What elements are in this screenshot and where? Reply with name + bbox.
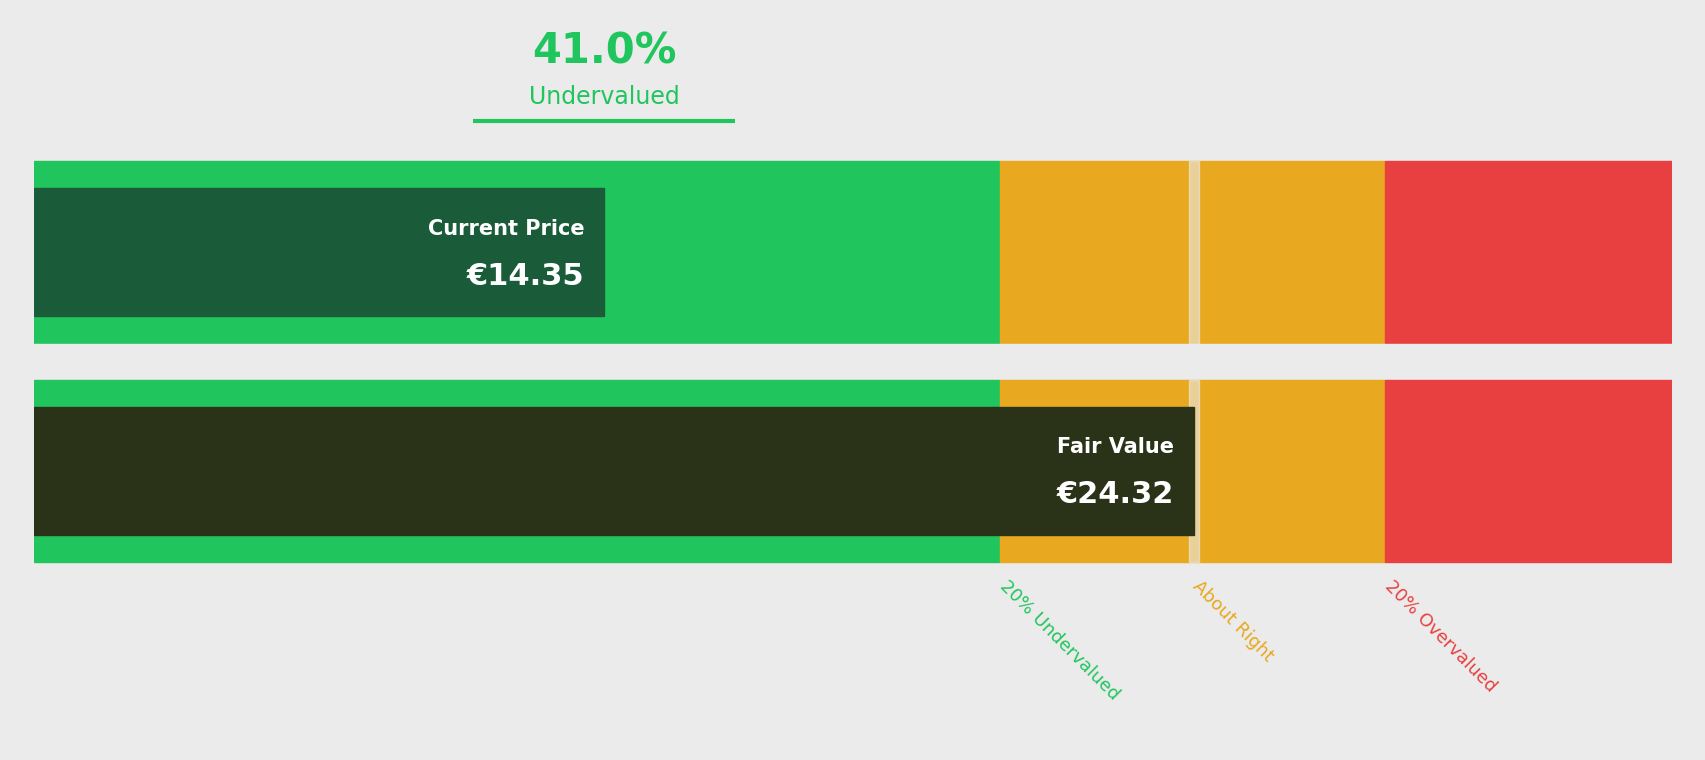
Text: 20% Undervalued: 20% Undervalued	[996, 577, 1122, 704]
Bar	[1384, 380, 1671, 562]
Text: Fair Value: Fair Value	[1057, 438, 1173, 458]
Text: About Right: About Right	[1188, 577, 1277, 665]
Text: Undervalued: Undervalued	[529, 85, 679, 109]
Bar	[34, 380, 999, 562]
Bar	[34, 161, 999, 344]
Bar	[1384, 161, 1671, 344]
Bar	[999, 380, 1384, 562]
Bar	[34, 407, 1193, 535]
Bar	[1188, 380, 1199, 562]
Text: 41.0%: 41.0%	[532, 30, 677, 73]
Text: Current Price: Current Price	[428, 219, 585, 239]
Bar	[999, 161, 1384, 344]
Text: €14.35: €14.35	[467, 261, 585, 290]
Bar	[1188, 161, 1199, 344]
Text: €24.32: €24.32	[1055, 480, 1173, 509]
Bar	[34, 344, 1671, 362]
Bar	[34, 188, 604, 316]
Text: 20% Overvalued: 20% Overvalued	[1379, 577, 1499, 695]
